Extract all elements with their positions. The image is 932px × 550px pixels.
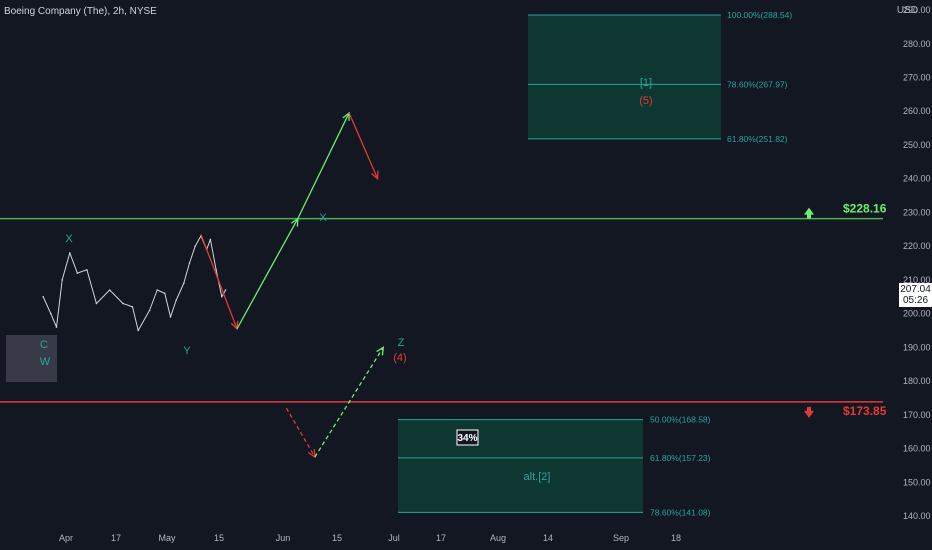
projection-wave-5-up-b bbox=[297, 112, 350, 219]
x-tick-label: Jul bbox=[388, 533, 400, 543]
price-point bbox=[108, 289, 111, 291]
price-point bbox=[42, 295, 44, 298]
projection-group bbox=[200, 111, 385, 459]
price-point bbox=[55, 326, 58, 328]
price-point bbox=[175, 299, 177, 301]
resistance-level-label: $228.16 bbox=[843, 202, 887, 216]
price-points-group bbox=[42, 235, 227, 332]
fib-lower-zone bbox=[398, 419, 643, 513]
price-point bbox=[156, 289, 158, 291]
price-point bbox=[61, 279, 63, 281]
y-tick-label: 160.00 bbox=[903, 444, 931, 454]
x-tick-label: 17 bbox=[111, 533, 121, 543]
projection-wave-4-down bbox=[200, 234, 238, 330]
chart-title: Boeing Company (The), 2h, NYSE bbox=[4, 6, 157, 17]
support-level-label: $173.85 bbox=[843, 404, 887, 418]
y-tick-label: 140.00 bbox=[903, 511, 931, 521]
y-axis[interactable]: 140.00 150.00 160.00 170.00 180.00 190.00 200.… bbox=[903, 5, 931, 521]
fib-lower-label-61: 61.80%(157.23) bbox=[650, 453, 711, 463]
projection-alt-down bbox=[285, 407, 316, 458]
wave-label-x2: X bbox=[319, 212, 327, 224]
y-tick-label: 230.00 bbox=[903, 207, 931, 217]
wave-label-x1: X bbox=[65, 233, 73, 245]
price-point bbox=[86, 268, 88, 271]
wave-label-w: W bbox=[40, 356, 51, 368]
probability-badge: 34% bbox=[457, 433, 477, 444]
fib-upper-label-100: 100.00%(288.54) bbox=[727, 10, 792, 20]
price-point bbox=[69, 252, 71, 254]
fib-upper-label-78: 78.60%(267.97) bbox=[727, 79, 788, 89]
fib-upper-label-61: 61.80%(251.82) bbox=[727, 134, 788, 144]
y-tick-label: 180.00 bbox=[903, 376, 931, 386]
y-tick-label: 190.00 bbox=[903, 342, 931, 352]
wave-label-z: Z bbox=[398, 337, 405, 349]
wave-label-alt2: alt.[2] bbox=[524, 471, 551, 483]
price-point bbox=[215, 268, 217, 271]
y-tick-label: 220.00 bbox=[903, 241, 931, 251]
price-point bbox=[137, 329, 139, 332]
y-tick-label: 150.00 bbox=[903, 477, 931, 487]
price-series-line bbox=[42, 235, 227, 331]
y-tick-label: 270.00 bbox=[903, 73, 931, 83]
price-point bbox=[131, 306, 134, 308]
projection-alt-up-arrowhead bbox=[376, 346, 385, 356]
y-tick-label: 250.00 bbox=[903, 140, 931, 150]
wave-label-y: Y bbox=[183, 345, 191, 357]
wave-c-box bbox=[6, 335, 57, 382]
y-tick-label: 290.00 bbox=[903, 5, 931, 15]
price-point bbox=[183, 282, 185, 285]
x-tick-label: Sep bbox=[613, 533, 629, 543]
y-tick-label: 170.00 bbox=[903, 410, 931, 420]
x-axis[interactable]: Apr 17 May 15 Jun 15 Jul 17 Aug 14 Sep 18 bbox=[59, 533, 681, 543]
fib-lower-label-50: 50.00%(168.58) bbox=[650, 415, 711, 425]
wave-label-five: (5) bbox=[639, 95, 652, 107]
price-point bbox=[194, 245, 196, 247]
price-point bbox=[224, 289, 227, 291]
projection-correction-down bbox=[348, 112, 379, 179]
price-point bbox=[122, 302, 124, 305]
price-point bbox=[50, 312, 52, 315]
projection-wave-5-up-a bbox=[236, 218, 299, 330]
x-tick-label: 15 bbox=[214, 533, 224, 543]
projection-correction-down-arrowhead bbox=[371, 170, 379, 181]
current-price: 207.04 bbox=[900, 284, 931, 295]
price-point bbox=[221, 295, 223, 298]
x-tick-label: Apr bbox=[59, 533, 73, 543]
x-tick-label: May bbox=[158, 533, 176, 543]
currency-label: USD bbox=[896, 5, 918, 16]
price-point bbox=[148, 309, 151, 312]
y-tick-label: 210.00 bbox=[903, 275, 931, 285]
x-tick-label: 14 bbox=[543, 533, 553, 543]
wave-label-c: C bbox=[40, 339, 48, 351]
arrow-down-icon bbox=[804, 406, 814, 418]
fib-upper-zone bbox=[528, 14, 721, 139]
wave-label-one-bracket: [1] bbox=[640, 77, 652, 89]
y-tick-label: 280.00 bbox=[903, 39, 931, 49]
x-tick-label: 17 bbox=[436, 533, 446, 543]
wave-label-four: (4) bbox=[393, 352, 406, 364]
price-point bbox=[188, 262, 191, 264]
projection-alt-up bbox=[314, 347, 384, 458]
price-point bbox=[76, 272, 79, 274]
x-tick-label: Jun bbox=[276, 533, 291, 543]
y-tick-label: 240.00 bbox=[903, 174, 931, 184]
arrow-up-icon bbox=[804, 207, 814, 219]
price-point bbox=[169, 316, 172, 318]
x-tick-label: 15 bbox=[332, 533, 342, 543]
probability-badge-box bbox=[456, 429, 479, 446]
current-price-badge: 207.04 05:26 bbox=[899, 283, 932, 307]
bar-countdown: 05:26 bbox=[902, 295, 929, 306]
y-tick-label: 260.00 bbox=[903, 106, 931, 116]
x-tick-label: Aug bbox=[490, 533, 506, 543]
x-tick-label: 18 bbox=[671, 533, 681, 543]
price-point bbox=[209, 238, 212, 241]
fib-lower-label-78: 78.60%(141.08) bbox=[650, 507, 711, 517]
y-tick-label: 200.00 bbox=[903, 309, 931, 319]
price-point bbox=[164, 292, 166, 295]
price-point bbox=[95, 302, 98, 305]
